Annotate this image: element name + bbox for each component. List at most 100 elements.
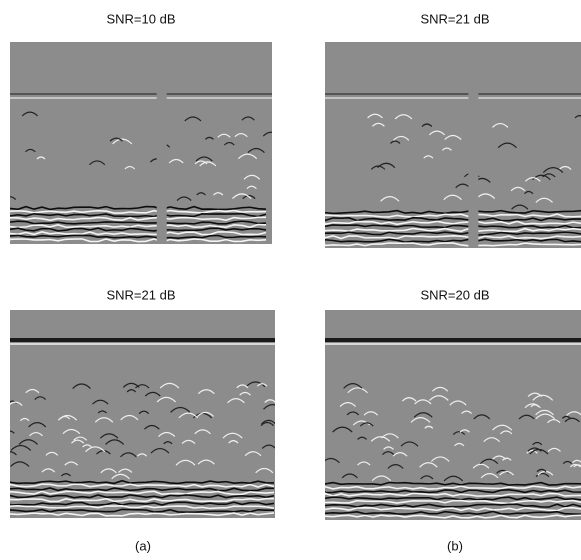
diffraction [530,404,540,408]
panel-title: SNR=21 dB [106,287,175,302]
radargram [325,310,581,520]
diffraction [430,456,450,462]
diffraction [558,165,572,170]
diffraction [124,165,136,170]
layer [10,483,275,488]
diffraction [25,148,36,153]
diffraction [228,440,239,444]
diffraction [483,437,501,443]
data-gap [156,42,167,244]
layer [325,499,581,505]
diffraction [241,116,255,121]
diffraction [343,383,363,389]
diffraction [262,131,272,137]
layer [10,216,267,222]
layer [325,224,581,229]
radargram [325,42,581,248]
diffraction [562,460,573,465]
layer [10,512,275,517]
diffraction [261,444,275,449]
layer [10,227,267,232]
diffraction [573,464,581,468]
layer [10,231,267,236]
layer [325,209,581,215]
diffraction [377,162,396,169]
data-gap [468,42,479,248]
diffraction [242,194,256,200]
diffraction [479,458,499,465]
diffraction [239,391,251,396]
diffraction [392,452,408,457]
diffraction [136,453,148,457]
diffraction [100,468,117,474]
layer [325,227,581,233]
diffraction [542,173,556,178]
diffraction [25,388,40,394]
diffraction [532,394,554,401]
diffraction [21,111,39,117]
diffraction [569,463,581,468]
diffraction [29,431,43,437]
layer [10,497,275,503]
diffraction [10,196,17,201]
diffraction [243,174,261,180]
diffraction [19,417,30,422]
layer [10,220,267,225]
diffraction [85,446,106,453]
diffraction [105,439,125,445]
diffraction [73,436,88,441]
diffraction [472,463,490,469]
diffraction [510,186,526,192]
diffraction [213,192,224,196]
layer [325,231,581,236]
diffraction [204,136,214,140]
diffraction [572,459,581,464]
layer [325,488,581,494]
diffraction [497,142,517,149]
layer [10,205,267,211]
diffraction [246,185,257,190]
diffraction [480,473,499,479]
diffraction [138,410,150,415]
diffraction [454,442,465,447]
diffraction [99,433,119,439]
diffraction [325,457,340,464]
diffraction [64,461,79,466]
layer [325,238,581,243]
panel-title: SNR=21 dB [420,11,489,26]
diffraction [473,414,491,420]
diffraction [400,441,419,447]
diffraction [518,414,535,420]
diffraction [112,138,133,145]
layer [325,216,581,222]
diffraction [423,155,434,159]
layer [10,501,275,506]
diffraction [18,439,38,445]
diffraction [178,412,199,419]
panel-title: SNR=20 dB [420,287,489,302]
diffraction [421,123,433,127]
diffraction [532,174,551,181]
diffraction [532,441,543,446]
diffraction [443,194,462,201]
layer [325,234,581,240]
diffraction [496,469,509,474]
diffraction [449,400,467,406]
layer [325,481,581,486]
layer [10,494,275,499]
diffraction [247,147,265,154]
diffraction [547,419,561,424]
diffraction [194,160,208,165]
diffraction [197,389,215,395]
diffraction [492,424,513,431]
layer [10,209,267,214]
diffraction [94,417,114,423]
diffraction [428,130,446,136]
layer [10,234,267,239]
diffraction [168,158,184,164]
diffraction [10,461,30,467]
diffraction [28,422,47,428]
diffraction [244,451,262,457]
diffraction [144,391,161,397]
diffraction [429,395,449,401]
